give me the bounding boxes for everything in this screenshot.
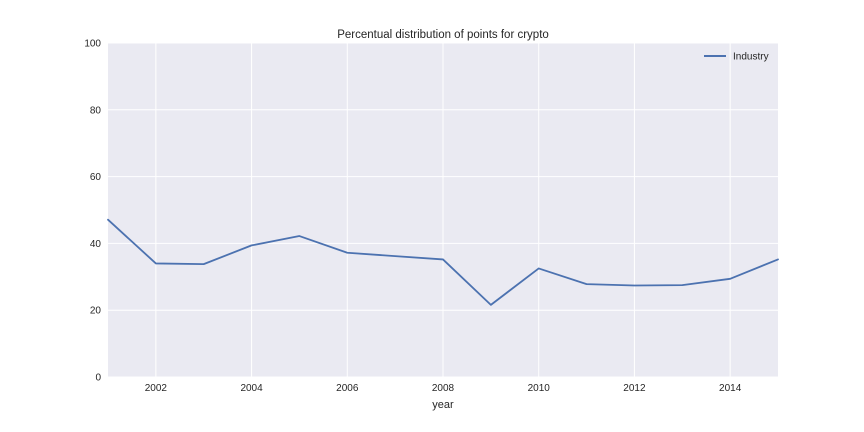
y-tick-label: 100 bbox=[84, 39, 101, 50]
y-tick-label: 60 bbox=[90, 172, 102, 183]
y-tick-label: 80 bbox=[90, 105, 102, 116]
x-tick-label: 2014 bbox=[719, 383, 742, 394]
x-axis-title: year bbox=[432, 399, 454, 411]
series-layer bbox=[107, 218, 779, 306]
grid-lines bbox=[108, 42, 778, 378]
y-tick-labels: 0 20 40 60 80 100 bbox=[84, 39, 101, 384]
legend-label-industry: Industry bbox=[733, 52, 769, 63]
y-tick-label: 0 bbox=[95, 373, 101, 384]
chart-title: Percentual distribution of points for cr… bbox=[337, 29, 549, 41]
series-line-industry bbox=[107, 218, 779, 306]
x-tick-label: 2006 bbox=[336, 383, 359, 394]
x-tick-labels: 2002 2004 2006 2008 2010 2012 2014 bbox=[145, 383, 742, 394]
legend: Industry bbox=[704, 52, 769, 63]
x-tick-label: 2002 bbox=[145, 383, 168, 394]
x-tick-label: 2008 bbox=[432, 383, 455, 394]
x-tick-label: 2012 bbox=[623, 383, 646, 394]
y-tick-label: 40 bbox=[90, 239, 102, 250]
x-tick-label: 2004 bbox=[240, 383, 263, 394]
x-tick-label: 2010 bbox=[528, 383, 551, 394]
y-tick-label: 20 bbox=[90, 306, 102, 317]
